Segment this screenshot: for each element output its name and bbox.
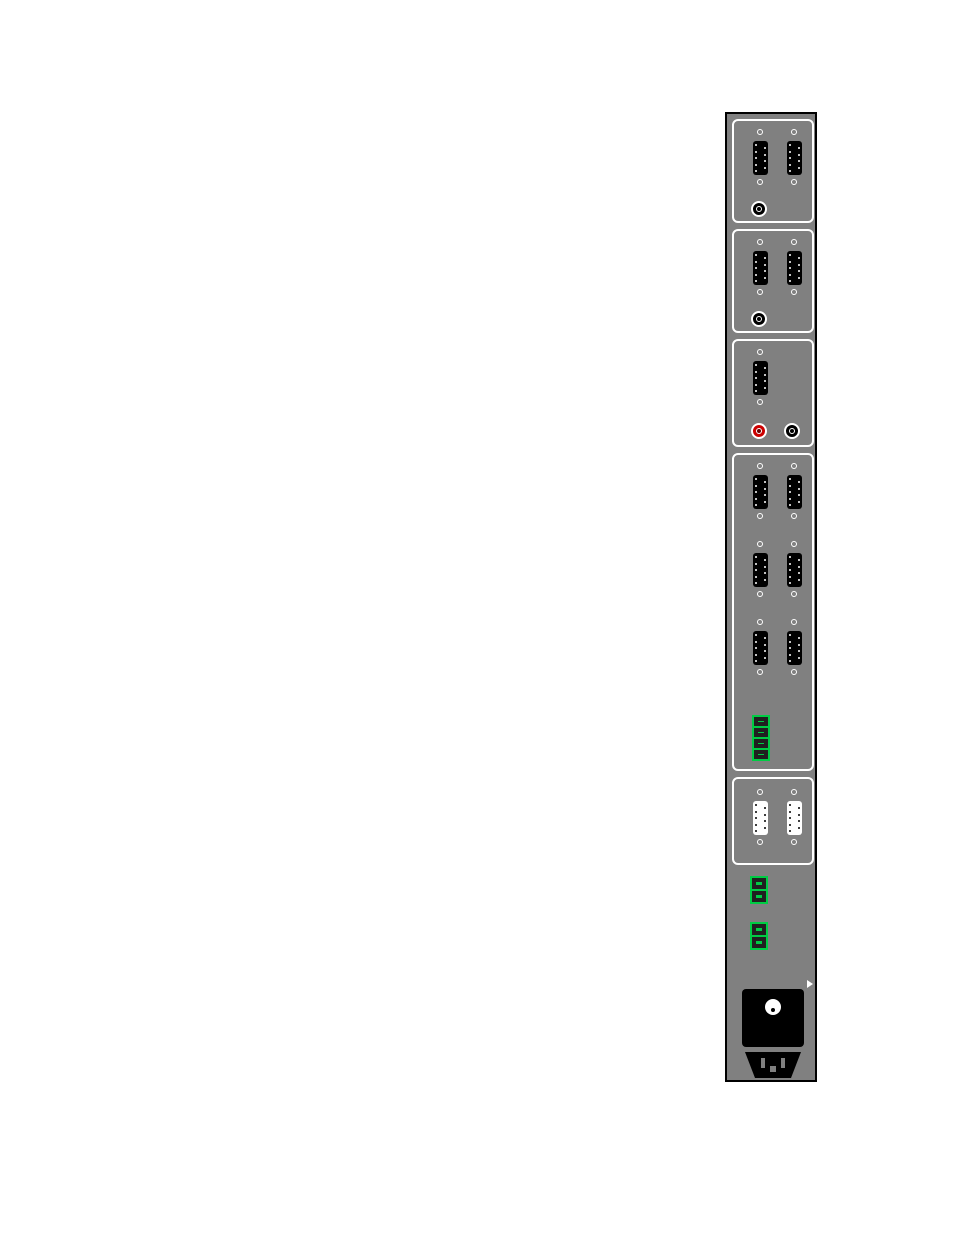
db9-connector [787, 553, 802, 587]
db9-connector [753, 553, 768, 587]
screw-icon [791, 179, 797, 185]
db9-connector-white [787, 801, 802, 835]
screw-icon [757, 349, 763, 355]
screw-icon [757, 513, 763, 519]
terminal-block [750, 922, 768, 950]
screw-icon [791, 669, 797, 675]
screw-icon [757, 839, 763, 845]
module-4 [732, 453, 814, 771]
rear-panel [725, 112, 817, 1082]
db9-connector [753, 475, 768, 509]
audio-jack [784, 423, 800, 439]
terminal-block [750, 876, 768, 904]
db9-connector [787, 141, 802, 175]
screw-icon [791, 129, 797, 135]
terminal-block [752, 715, 770, 761]
screw-icon [791, 513, 797, 519]
screw-icon [791, 619, 797, 625]
db9-connector [787, 631, 802, 665]
screw-icon [757, 399, 763, 405]
screw-icon [757, 179, 763, 185]
audio-jack-red [751, 423, 767, 439]
module-2 [732, 229, 814, 333]
db9-connector [753, 361, 768, 395]
audio-jack [751, 311, 767, 327]
db9-connector [753, 141, 768, 175]
db9-connector [753, 251, 768, 285]
screw-icon [791, 541, 797, 547]
power-outlet [745, 1052, 801, 1080]
screw-icon [791, 463, 797, 469]
module-1 [732, 119, 814, 223]
screw-icon [757, 789, 763, 795]
screw-icon [757, 239, 763, 245]
module-3 [732, 339, 814, 447]
screw-icon [791, 591, 797, 597]
screw-icon [757, 289, 763, 295]
db9-connector-white [753, 801, 768, 835]
screw-icon [757, 619, 763, 625]
screw-icon [757, 129, 763, 135]
db9-connector [753, 631, 768, 665]
power-switch [765, 999, 781, 1015]
power-inlet [742, 989, 804, 1047]
module-5 [732, 777, 814, 865]
screw-icon [757, 541, 763, 547]
screw-icon [791, 789, 797, 795]
screw-icon [791, 239, 797, 245]
db9-connector [787, 251, 802, 285]
screw-icon [791, 289, 797, 295]
audio-jack [751, 201, 767, 217]
screw-icon [791, 839, 797, 845]
screw-icon [757, 463, 763, 469]
screw-icon [757, 669, 763, 675]
arrow-icon [807, 980, 813, 988]
db9-connector [787, 475, 802, 509]
screw-icon [757, 591, 763, 597]
